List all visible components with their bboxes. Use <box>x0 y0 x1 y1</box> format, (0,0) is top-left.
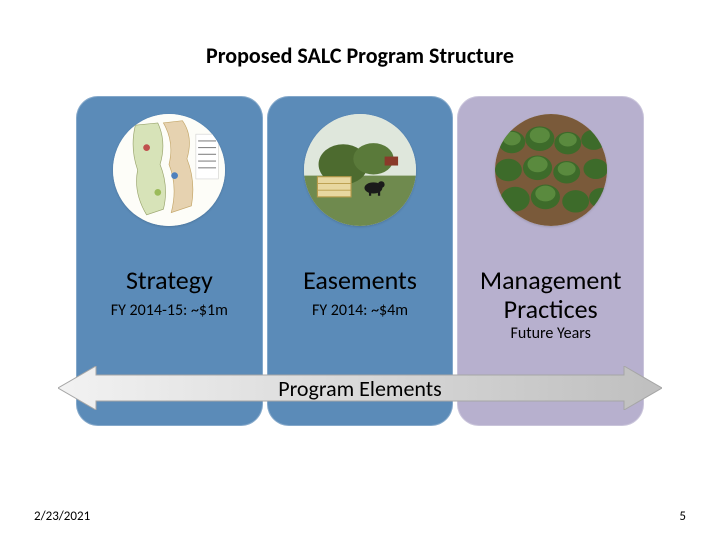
slide-title: Proposed SALC Program Structure <box>0 42 720 69</box>
panel-subtitle-management: Future Years <box>457 324 644 343</box>
panel-title-easements: Easements <box>267 266 454 295</box>
panel-subtitle-strategy: FY 2014-15: ~$1m <box>76 301 263 320</box>
panel-title-management: Management Practices <box>457 266 644 323</box>
footer-date: 2/23/2021 <box>34 509 90 524</box>
panel-subtitle-easements: FY 2014: ~$4m <box>267 301 454 320</box>
management-image <box>495 114 607 226</box>
strategy-image <box>113 114 225 226</box>
arrow-label: Program Elements <box>58 366 662 410</box>
footer-page-number: 5 <box>679 509 686 524</box>
program-elements-arrow: Program Elements <box>58 366 662 410</box>
slide: Proposed SALC Program Structure Strategy… <box>0 0 720 540</box>
easements-image <box>304 114 416 226</box>
panel-title-strategy: Strategy <box>76 266 263 295</box>
